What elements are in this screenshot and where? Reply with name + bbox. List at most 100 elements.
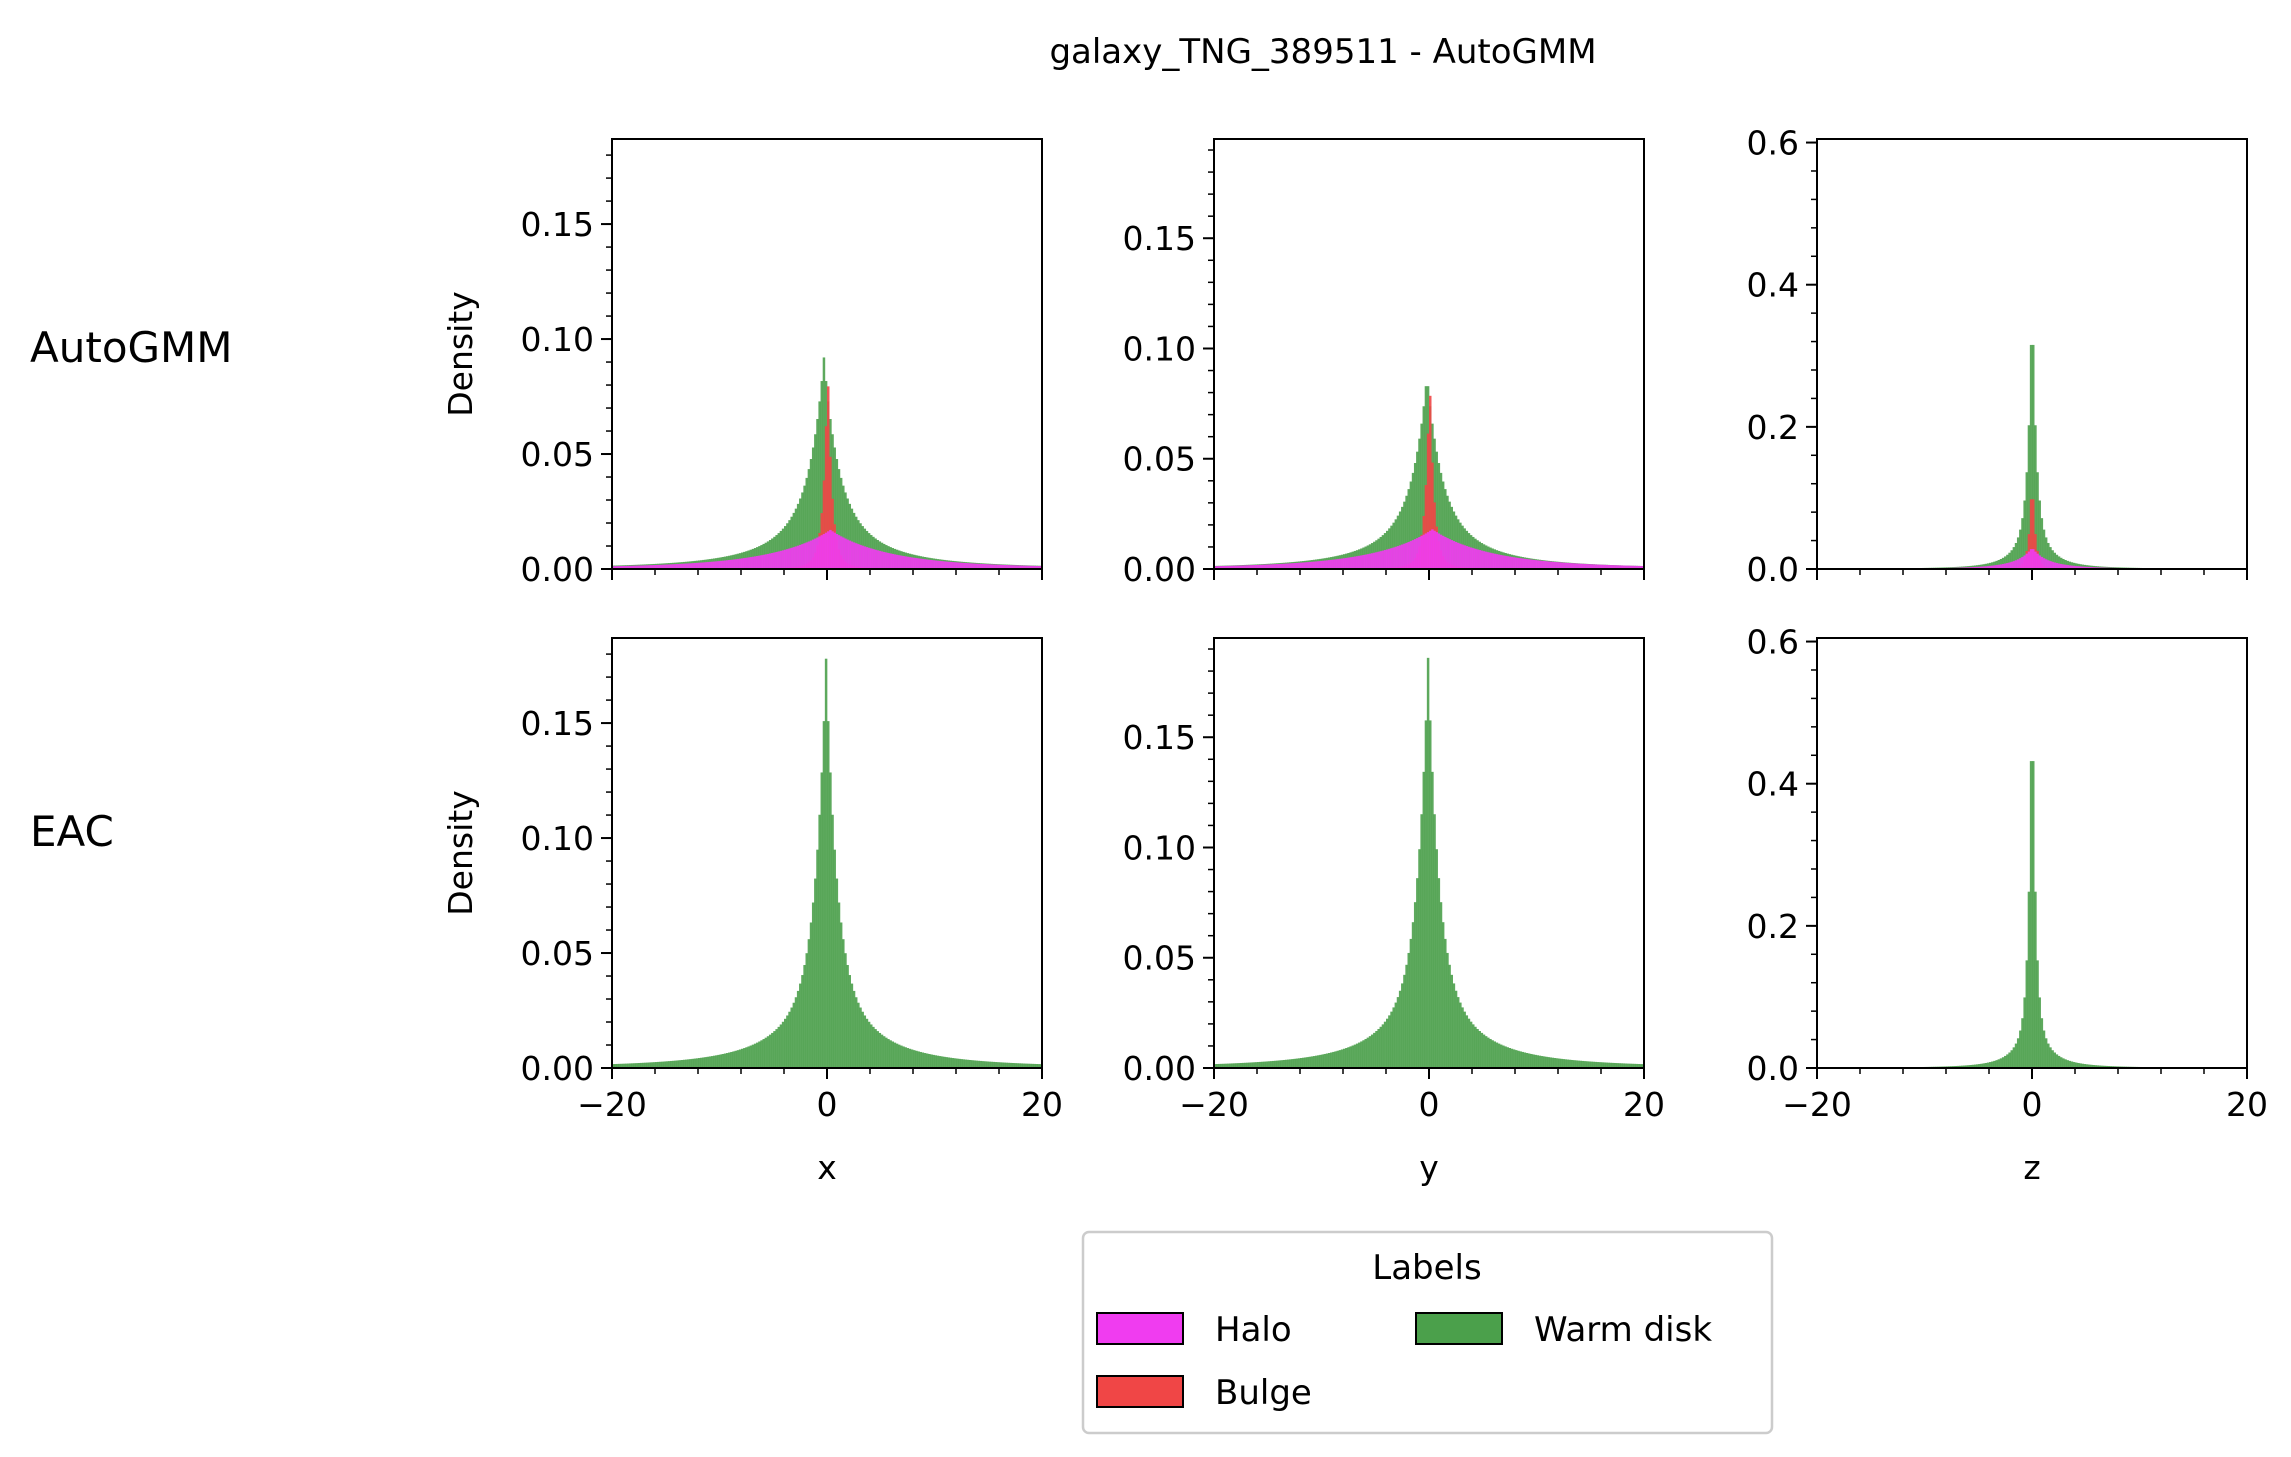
hist-bar <box>2013 1047 2016 1068</box>
hist-bar <box>722 561 725 569</box>
hist-bar <box>941 1056 944 1068</box>
hist-bar <box>1485 1036 1488 1068</box>
hist-bar <box>844 539 847 569</box>
hist-bar <box>913 1050 916 1068</box>
hist-bar <box>683 1060 686 1068</box>
hist-bar <box>668 1061 671 1068</box>
hist-bar <box>851 542 854 570</box>
hist-bar <box>724 1054 727 1068</box>
hist-bar <box>823 534 826 569</box>
hist-bar <box>795 546 798 569</box>
hist-bar <box>2045 559 2048 569</box>
hist-bar <box>1405 965 1408 1068</box>
hist-bar <box>844 953 847 1068</box>
hist-bar <box>879 1033 882 1068</box>
hist-bar <box>756 556 759 569</box>
hist-bar <box>874 550 877 569</box>
y-axis-label: Density <box>441 291 480 416</box>
hist-bar <box>739 1049 742 1068</box>
hist-bar <box>1580 1061 1583 1068</box>
hist-bar <box>728 560 731 569</box>
hist-bar <box>1371 1035 1374 1068</box>
hist-bar <box>1442 536 1445 569</box>
x-tick-label: 20 <box>1021 1085 1063 1124</box>
hist-bar <box>1498 1044 1501 1068</box>
hist-bar <box>1513 1049 1516 1068</box>
hist-bar <box>876 550 879 569</box>
hist-bar <box>889 1040 892 1068</box>
hist-bar <box>1487 1038 1490 1068</box>
hist-bar <box>885 1038 888 1068</box>
hist-bar <box>904 556 907 569</box>
hist-bar <box>1504 556 1507 569</box>
hist-bar <box>758 556 761 569</box>
hist-bar <box>1429 720 1432 1068</box>
series-halo <box>1214 529 1644 569</box>
hist-bar <box>1541 1056 1544 1068</box>
x-tick-label: −20 <box>1782 1085 1852 1124</box>
y-tick-label: 0.05 <box>1123 939 1196 978</box>
hist-bar <box>1528 1054 1531 1069</box>
hist-bar <box>1360 1041 1363 1068</box>
hist-bar <box>896 555 899 569</box>
legend-swatch-halo <box>1097 1313 1183 1344</box>
hist-bar <box>808 939 811 1068</box>
hist-bar <box>1543 561 1546 569</box>
hist-bar <box>1487 552 1490 569</box>
hist-bar <box>1347 558 1350 569</box>
hist-bar <box>1319 561 1322 569</box>
hist-bar <box>838 903 841 1068</box>
y-tick-label: 0.15 <box>521 205 594 244</box>
hist-bar <box>1367 1038 1370 1068</box>
hist-bar <box>1330 560 1333 569</box>
hist-bar <box>709 562 712 569</box>
hist-bar <box>2036 960 2039 1068</box>
hist-bar <box>775 552 778 569</box>
hist-bar <box>816 537 819 569</box>
hist-bar <box>1362 1040 1365 1068</box>
hist-bar <box>2060 1057 2063 1068</box>
hist-bar <box>1453 541 1456 569</box>
panel-autogmm-x: 0.000.050.100.15Density <box>441 139 1042 589</box>
hist-bar <box>1446 538 1449 569</box>
hist-bar <box>892 1041 895 1068</box>
hist-bar <box>1285 1060 1288 1068</box>
hist-bar <box>855 543 858 569</box>
hist-bar <box>831 531 834 569</box>
hist-bar <box>2008 1053 2011 1068</box>
hist-bar <box>857 544 860 569</box>
hist-bar <box>1511 557 1514 569</box>
hist-bar <box>1388 1015 1391 1068</box>
hist-bar <box>1337 1051 1340 1068</box>
hist-bar <box>2049 1047 2052 1068</box>
hist-bar <box>2017 559 2020 569</box>
hist-bar <box>980 1061 983 1068</box>
hist-bar <box>932 1055 935 1068</box>
hist-bar <box>939 1056 942 1068</box>
hist-bar <box>704 1057 707 1068</box>
hist-bar <box>743 558 746 569</box>
hist-bar <box>952 1058 955 1068</box>
hist-bar <box>932 560 935 569</box>
hist-bar <box>806 953 809 1068</box>
hist-bar <box>803 543 806 569</box>
hist-bar <box>1466 1015 1469 1068</box>
hist-bar <box>722 1054 725 1068</box>
hist-bar <box>767 1036 770 1068</box>
hist-bar <box>849 541 852 569</box>
hist-bar <box>754 1044 757 1068</box>
hist-bar <box>1560 1059 1563 1068</box>
hist-bar <box>1384 550 1387 569</box>
hist-bar <box>666 1061 669 1068</box>
hist-bar <box>1294 1059 1297 1068</box>
hist-bar <box>1315 1056 1318 1068</box>
hist-bar <box>1380 551 1383 569</box>
hist-bar <box>670 1061 673 1068</box>
legend: Labels Halo Bulge Warm disk <box>1083 1232 1772 1433</box>
hist-bar <box>956 1059 959 1068</box>
hist-bar <box>1521 559 1524 569</box>
hist-bar <box>1457 997 1460 1068</box>
hist-bar <box>711 1056 714 1068</box>
hist-bar <box>876 1031 879 1068</box>
panel-eac-z: 0.00.20.40.6−20 0 20z <box>1747 623 2268 1187</box>
